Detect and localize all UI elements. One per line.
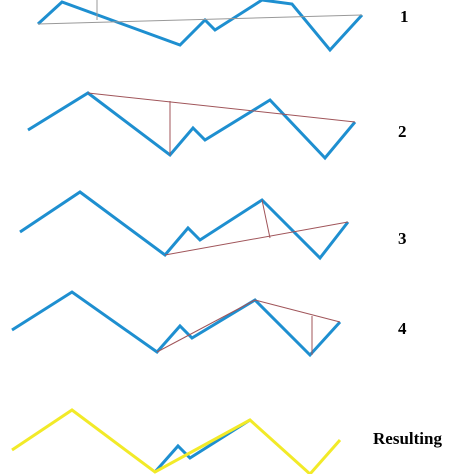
polyline <box>36 0 364 53</box>
step-label: 2 <box>398 122 407 141</box>
result: Resulting <box>11 408 442 474</box>
step-label: 3 <box>398 229 407 248</box>
step-2: 2 <box>27 91 407 161</box>
chord <box>156 299 256 353</box>
step-label: 1 <box>400 7 409 26</box>
polyline <box>11 290 342 358</box>
polyline <box>19 190 350 261</box>
chord <box>164 221 349 256</box>
result-label: Resulting <box>373 429 442 448</box>
step-3: 3 <box>19 190 407 261</box>
chord <box>254 299 341 323</box>
original-polyline <box>153 418 251 473</box>
step-label: 4 <box>398 319 407 338</box>
distance <box>261 199 271 239</box>
simplified-polyline <box>11 408 342 474</box>
step-1: 1 <box>36 0 409 53</box>
step-4: 4 <box>11 290 407 358</box>
polyline <box>27 91 357 161</box>
chord <box>37 14 363 25</box>
chord <box>87 92 356 123</box>
